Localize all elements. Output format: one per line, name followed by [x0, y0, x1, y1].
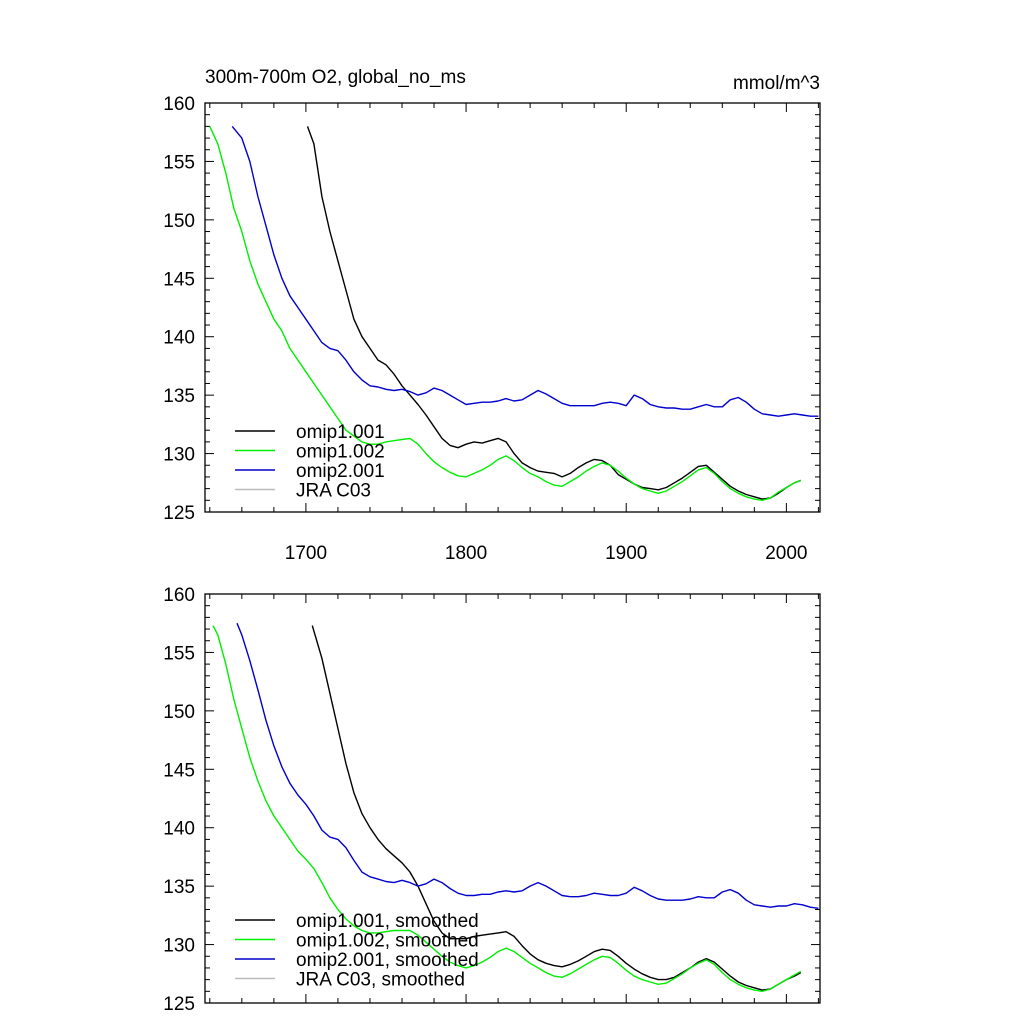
chart-panel-bottom: 125 130 135 140 145 150 155 160 omip1.001, smoo…	[163, 585, 821, 1015]
legend-label: omip2.001	[296, 461, 385, 482]
series-line-2	[236, 622, 819, 909]
y-tick-label: 145	[163, 760, 195, 781]
x-tick-label: 1700	[285, 543, 327, 564]
y-tick-label: 135	[163, 877, 195, 898]
plot-frame-bottom	[204, 593, 821, 1004]
series-line-1	[209, 126, 802, 501]
legend-label: omip1.002	[296, 442, 385, 463]
chart-panel-top: 300m-700m O2, global_no_ms mmol/m^3 1251…	[163, 67, 821, 564]
y-tick-label: 130	[163, 445, 195, 466]
series-line-1	[212, 625, 802, 992]
y-tick-label: 125	[163, 994, 195, 1015]
legend-label: omip1.001	[296, 422, 385, 443]
legend-label: omip1.001, smoothed	[296, 911, 479, 932]
series-lines-top	[209, 125, 819, 501]
y-tick-label: 145	[163, 269, 195, 290]
axes-top: 125 130 135 140 145 150 155 160 1700 1800 1900 2000	[163, 94, 820, 564]
y-tick-label: 155	[163, 152, 195, 173]
y-tick-label: 135	[163, 386, 195, 407]
x-tick-label: 1900	[605, 543, 647, 564]
y-tick-label: 130	[163, 936, 195, 957]
legend-label: omip2.001, smoothed	[296, 950, 479, 971]
units-label: mmol/m^3	[733, 73, 820, 94]
x-tick-label: 2000	[765, 543, 807, 564]
chart-title: 300m-700m O2, global_no_ms	[205, 67, 466, 88]
series-line-2	[231, 125, 819, 417]
x-tick-label: 1800	[445, 543, 487, 564]
axes-bottom: 125 130 135 140 145 150 155 160	[163, 585, 820, 1015]
legend-label: omip1.002, smoothed	[296, 931, 479, 952]
y-tick-label: 150	[163, 702, 195, 723]
legend-label: JRA C03, smoothed	[296, 970, 465, 991]
y-tick-label: 155	[163, 643, 195, 664]
y-tick-label: 140	[163, 819, 195, 840]
y-tick-label: 160	[163, 94, 195, 115]
legend-label: JRA C03	[296, 481, 371, 502]
series-line-0	[306, 126, 802, 500]
series-line-0	[311, 625, 802, 991]
y-tick-label: 150	[163, 211, 195, 232]
series-lines-bottom	[212, 622, 819, 992]
y-tick-label: 140	[163, 328, 195, 349]
y-tick-label: 160	[163, 585, 195, 606]
plot-frame-top	[204, 102, 821, 513]
y-tick-label: 125	[163, 503, 195, 524]
